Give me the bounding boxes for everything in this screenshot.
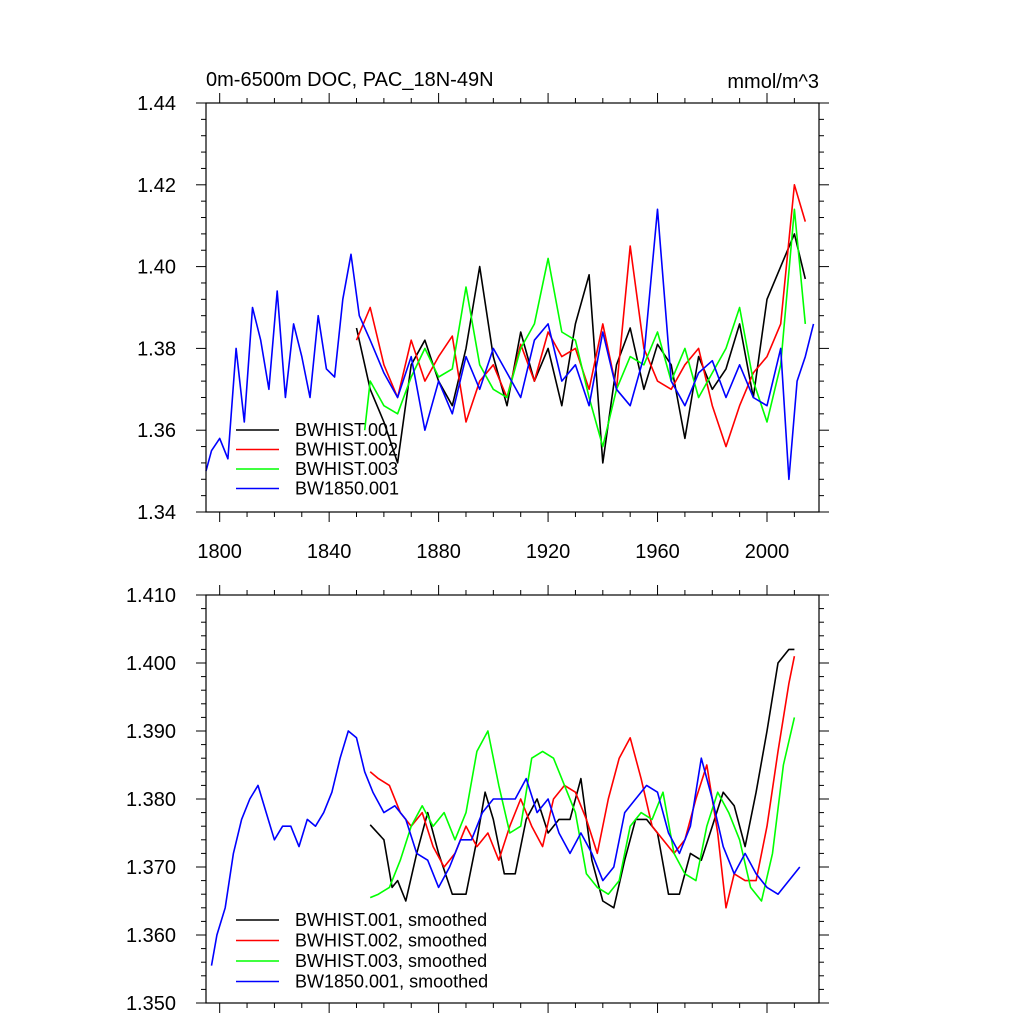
legend-label: BWHIST.003, smoothed	[295, 951, 487, 971]
chart-bottom: 1.350 1.360 1.370 1.380 1.390 1.400 1.410 BWHI…	[126, 585, 829, 1015]
y-tick-label: 1.44	[137, 93, 176, 115]
x-tick-label: 1800	[197, 541, 242, 563]
legend-label: BWHIST.002	[295, 440, 398, 460]
chart-top: 1800 1840 1880 1920 1960 2000 1.34 1.36 1.38 1.40…	[137, 69, 829, 563]
series-layer-bottom	[210, 648, 801, 966]
units-label: mmol/m^3	[727, 71, 819, 93]
x-tick-label: 1960	[635, 541, 680, 563]
axes-bottom: 1.350 1.360 1.370 1.380 1.390 1.400 1.410	[126, 585, 829, 1015]
y-tick-label: 1.40	[137, 257, 176, 279]
chart-title: 0m-6500m DOC, PAC_18N-49N	[206, 69, 494, 91]
series-line-0-2	[363, 208, 807, 448]
legend-label: BWHIST.001, smoothed	[295, 910, 487, 930]
series-line-1-2	[369, 717, 796, 902]
series-line-1-3	[210, 730, 801, 966]
x-tick-label: 1840	[307, 541, 352, 563]
legend-label: BWHIST.001	[295, 420, 398, 440]
y-tick-label: 1.38	[137, 338, 176, 360]
y-tick-label: 1.390	[126, 721, 176, 743]
x-tick-label: 1920	[526, 541, 571, 563]
series-layer-top	[205, 184, 815, 481]
y-tick-label: 1.34	[137, 502, 176, 524]
y-tick-label: 1.36	[137, 420, 176, 442]
y-tick-label: 1.42	[137, 175, 176, 197]
series-line-0-0	[355, 233, 807, 464]
series-line-0-1	[355, 184, 807, 448]
legend-label: BW1850.001, smoothed	[295, 972, 488, 992]
legend-label: BW1850.001	[295, 479, 399, 499]
legend-label: BWHIST.002, smoothed	[295, 931, 487, 951]
x-tick-label: 2000	[745, 541, 790, 563]
y-tick-label: 1.370	[126, 857, 176, 879]
y-tick-label: 1.400	[126, 653, 176, 675]
series-line-0-3	[205, 208, 815, 481]
series-line-1-1	[369, 656, 796, 909]
plot-frame	[205, 102, 820, 513]
legend-label: BWHIST.003	[295, 459, 398, 479]
y-tick-label: 1.380	[126, 789, 176, 811]
axes-top: 1800 1840 1880 1920 1960 2000 1.34 1.36 1.38 1.40…	[137, 93, 829, 563]
x-tick-label: 1880	[416, 541, 461, 563]
y-tick-label: 1.350	[126, 993, 176, 1015]
series-line-1-0	[369, 648, 795, 909]
y-tick-label: 1.360	[126, 925, 176, 947]
y-tick-label: 1.410	[126, 585, 176, 607]
